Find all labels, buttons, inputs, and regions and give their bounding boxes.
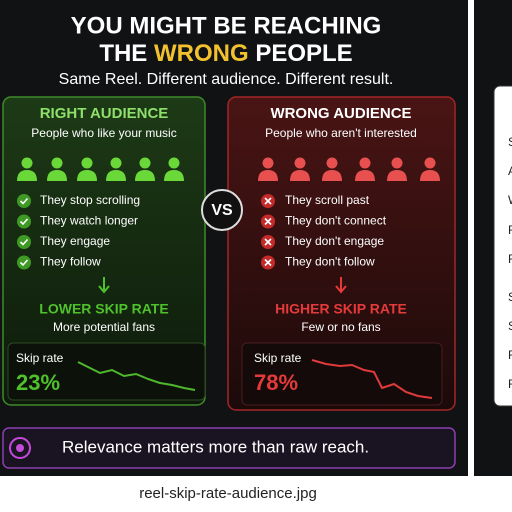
side-panel-letter: A xyxy=(508,164,512,178)
person-icon xyxy=(424,157,436,169)
check-icon xyxy=(17,235,31,249)
check-icon xyxy=(17,194,31,208)
result-note: More potential fans xyxy=(53,320,155,334)
check-icon xyxy=(17,214,31,229)
person-icon xyxy=(359,157,371,169)
person-icon xyxy=(322,170,342,181)
card-heading: RIGHT AUDIENCE xyxy=(40,105,169,122)
result-note: Few or no fans xyxy=(301,320,380,334)
side-panel-letter: F xyxy=(508,377,512,391)
side-panel-letter: W xyxy=(508,193,512,207)
result-heading: HIGHER SKIP RATE xyxy=(275,301,407,317)
person-icon xyxy=(47,170,67,181)
person-icon xyxy=(258,170,278,181)
side-panel-letter: S xyxy=(508,319,512,333)
person-icon xyxy=(326,157,338,169)
left-sparkline xyxy=(77,361,196,391)
icon-mark xyxy=(264,197,272,205)
title-word: THE xyxy=(99,40,147,67)
side-panel: S A W F F S S F F xyxy=(508,135,512,391)
list-item: They follow xyxy=(40,255,101,269)
card-subheading: People who aren't interested xyxy=(265,126,417,140)
person-icon xyxy=(110,157,122,169)
side-panel-letter: F xyxy=(508,223,512,237)
filename: reel-skip-rate-audience.jpg xyxy=(139,485,317,502)
person-icon xyxy=(21,157,33,169)
metric-label: Skip rate xyxy=(16,351,64,365)
metric-value: 23% xyxy=(16,370,60,395)
list-item: They watch longer xyxy=(40,214,138,228)
list-item: They don't engage xyxy=(285,234,384,248)
icon-mark xyxy=(19,218,29,226)
right-metric-box xyxy=(241,342,443,406)
person-icon xyxy=(81,157,93,169)
icon-mark xyxy=(264,217,272,226)
person-icon xyxy=(139,157,151,169)
person-icon xyxy=(51,157,63,169)
person-icon xyxy=(106,170,126,181)
side-panel-letter: F xyxy=(508,252,512,266)
side-panel-letter: S xyxy=(508,135,512,149)
person-icon xyxy=(420,170,440,181)
person-icon xyxy=(164,170,184,181)
title-word: PEOPLE xyxy=(255,40,352,67)
title-highlight: WRONG xyxy=(154,40,249,67)
title-line2: THE WRONG PEOPLE xyxy=(99,40,352,67)
footer-bar xyxy=(2,427,456,469)
person-icon xyxy=(387,170,407,181)
target-icon xyxy=(9,437,31,459)
result-heading: LOWER SKIP RATE xyxy=(39,301,168,317)
metric-label: Skip rate xyxy=(254,351,302,365)
person-icon xyxy=(355,170,375,181)
card-subheading: People who like your music xyxy=(31,126,176,140)
list-item: They don't connect xyxy=(285,214,387,228)
person-icon xyxy=(135,170,155,181)
title-line1: YOU MIGHT BE REACHING xyxy=(71,12,382,39)
person-icon xyxy=(17,170,37,181)
side-panel-letter: S xyxy=(508,290,512,304)
list-item: They stop scrolling xyxy=(40,193,140,207)
icon-mark xyxy=(19,259,29,267)
card-heading: WRONG AUDIENCE xyxy=(270,105,411,122)
icon-mark xyxy=(19,197,29,205)
person-icon xyxy=(168,157,180,169)
person-icon xyxy=(294,157,306,169)
target-icon-center xyxy=(16,444,24,452)
person-icon xyxy=(391,157,403,169)
metric-value: 78% xyxy=(254,370,298,395)
right-sparkline xyxy=(311,359,433,399)
side-panel-letter: F xyxy=(508,348,512,362)
list-item: They scroll past xyxy=(285,193,370,207)
list-item: They engage xyxy=(40,234,110,248)
person-icon xyxy=(262,157,274,169)
list-item: They don't follow xyxy=(285,255,375,269)
icon-mark xyxy=(264,238,272,246)
check-icon xyxy=(17,255,31,270)
person-icon xyxy=(77,170,97,181)
icon-mark xyxy=(19,238,29,246)
footer-text: Relevance matters more than raw reach. xyxy=(62,437,369,456)
subtitle: Same Reel. Different audience. Different… xyxy=(59,71,394,88)
down-arrow xyxy=(98,277,110,294)
down-arrow xyxy=(335,277,347,294)
vs-text: VS xyxy=(211,202,233,219)
vs-badge xyxy=(201,189,243,231)
icon-mark xyxy=(264,258,272,267)
person-icon xyxy=(290,170,310,181)
side-panel-card xyxy=(493,85,512,407)
